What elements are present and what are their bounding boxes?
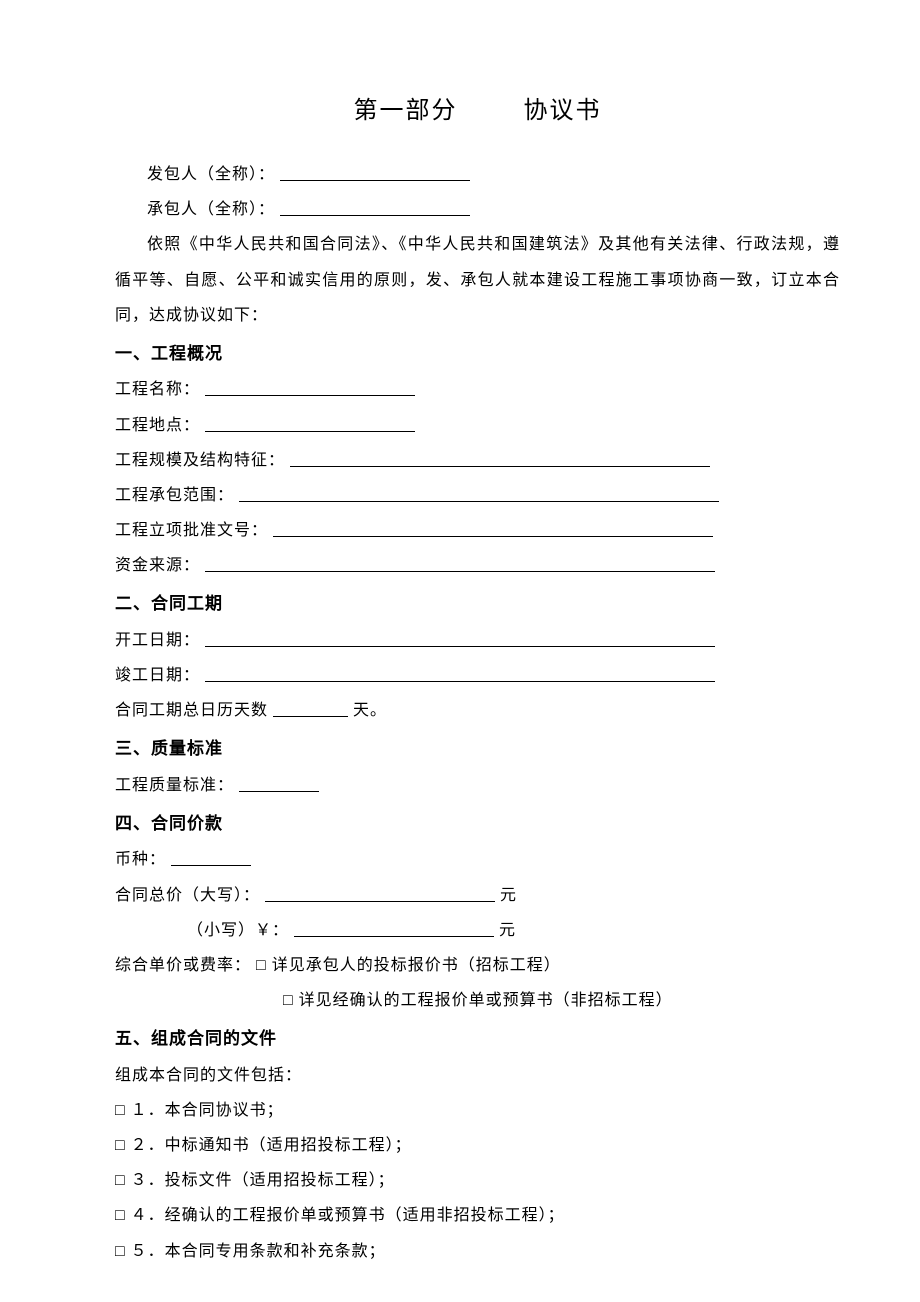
end-date-blank[interactable] <box>205 666 715 682</box>
doc-item-5: □ ５．本合同专用条款和补充条款； <box>115 1234 840 1269</box>
issuer-label: 发包人（全称）： <box>147 166 275 183</box>
duration-suffix: 天。 <box>353 702 387 719</box>
project-name-line: 工程名称： <box>115 372 840 407</box>
preamble-text: 依照《中华人民共和国合同法》、《中华人民共和国建筑法》及其他有关法律、行政法规，… <box>115 227 840 333</box>
title-part2: 协议书 <box>524 98 602 124</box>
total-upper-line: 合同总价（大写）： 元 <box>115 878 840 913</box>
section1-heading: 一、工程概况 <box>115 335 840 372</box>
total-lower-label: （小写）￥： <box>187 922 289 939</box>
rate-option1: 详见承包人的投标报价书（招标工程） <box>272 957 561 974</box>
doc-item-1-text: １．本合同协议书； <box>131 1102 284 1119</box>
rate-line-1: 综合单价或费率： □ 详见承包人的投标报价书（招标工程） <box>115 948 840 983</box>
issuer-line: 发包人（全称）： <box>115 157 840 192</box>
doc-item-2: □ ２．中标通知书（适用招投标工程）； <box>115 1128 840 1163</box>
start-date-label: 开工日期： <box>115 632 200 649</box>
fund-source-blank[interactable] <box>205 556 715 572</box>
project-approval-label: 工程立项批准文号： <box>115 522 268 539</box>
project-scale-label: 工程规模及结构特征： <box>115 452 285 469</box>
quality-blank[interactable] <box>239 776 319 792</box>
project-scope-blank[interactable] <box>239 486 719 502</box>
checkbox-icon[interactable]: □ <box>115 1093 126 1128</box>
section4-heading: 四、合同价款 <box>115 805 840 842</box>
checkbox-icon[interactable]: □ <box>283 983 294 1018</box>
document-title: 第一部分 协议书 <box>115 90 840 125</box>
project-location-label: 工程地点： <box>115 417 200 434</box>
section5-heading: 五、组成合同的文件 <box>115 1020 840 1057</box>
rate-label: 综合单价或费率： <box>115 957 251 974</box>
doc-item-1: □ １．本合同协议书； <box>115 1093 840 1128</box>
quality-label: 工程质量标准： <box>115 777 234 794</box>
rate-line-2: □ 详见经确认的工程报价单或预算书（非招标工程） <box>115 983 840 1018</box>
end-date-line: 竣工日期： <box>115 658 840 693</box>
checkbox-icon[interactable]: □ <box>115 1128 126 1163</box>
doc-item-5-text: ５．本合同专用条款和补充条款； <box>131 1243 386 1260</box>
fund-source-label: 资金来源： <box>115 557 200 574</box>
project-scale-blank[interactable] <box>290 451 710 467</box>
doc-item-3-text: ３．投标文件（适用招投标工程）； <box>131 1172 395 1189</box>
checkbox-icon[interactable]: □ <box>115 1234 126 1269</box>
doc-item-3: □ ３．投标文件（适用招投标工程）； <box>115 1163 840 1198</box>
checkbox-icon[interactable]: □ <box>115 1198 126 1233</box>
duration-line: 合同工期总日历天数 天。 <box>115 693 840 728</box>
project-location-line: 工程地点： <box>115 408 840 443</box>
duration-prefix: 合同工期总日历天数 <box>115 702 268 719</box>
currency-label: 币种： <box>115 851 166 868</box>
section3-heading: 三、质量标准 <box>115 730 840 767</box>
contractor-blank[interactable] <box>280 200 470 216</box>
contractor-line: 承包人（全称）： <box>115 192 840 227</box>
project-scope-label: 工程承包范围： <box>115 487 234 504</box>
checkbox-icon[interactable]: □ <box>256 948 267 983</box>
yuan-1: 元 <box>500 887 517 904</box>
title-part1: 第一部分 <box>354 98 458 124</box>
project-approval-line: 工程立项批准文号： <box>115 513 840 548</box>
end-date-label: 竣工日期： <box>115 667 200 684</box>
project-name-label: 工程名称： <box>115 381 200 398</box>
project-location-blank[interactable] <box>205 416 415 432</box>
project-name-blank[interactable] <box>205 380 415 396</box>
doc-item-2-text: ２．中标通知书（适用招投标工程）； <box>131 1137 412 1154</box>
doc-item-4-text: ４．经确认的工程报价单或预算书（适用非招投标工程）； <box>131 1207 565 1224</box>
project-scope-line: 工程承包范围： <box>115 478 840 513</box>
total-lower-line: （小写）￥： 元 <box>115 913 840 948</box>
contractor-label: 承包人（全称）： <box>147 201 275 218</box>
currency-blank[interactable] <box>171 850 251 866</box>
total-lower-blank[interactable] <box>294 921 494 937</box>
currency-line: 币种： <box>115 842 840 877</box>
project-approval-blank[interactable] <box>273 521 713 537</box>
start-date-blank[interactable] <box>205 631 715 647</box>
section2-heading: 二、合同工期 <box>115 585 840 622</box>
start-date-line: 开工日期： <box>115 623 840 658</box>
quality-line: 工程质量标准： <box>115 768 840 803</box>
rate-option2: 详见经确认的工程报价单或预算书（非招标工程） <box>299 992 673 1009</box>
doc-item-4: □ ４．经确认的工程报价单或预算书（适用非招投标工程）； <box>115 1198 840 1233</box>
yuan-2: 元 <box>499 922 516 939</box>
project-scale-line: 工程规模及结构特征： <box>115 443 840 478</box>
checkbox-icon[interactable]: □ <box>115 1163 126 1198</box>
section5-intro: 组成本合同的文件包括： <box>115 1058 840 1093</box>
issuer-blank[interactable] <box>280 165 470 181</box>
total-upper-blank[interactable] <box>265 886 495 902</box>
fund-source-line: 资金来源： <box>115 548 840 583</box>
total-upper-label: 合同总价（大写）： <box>115 887 260 904</box>
duration-blank[interactable] <box>273 701 348 717</box>
